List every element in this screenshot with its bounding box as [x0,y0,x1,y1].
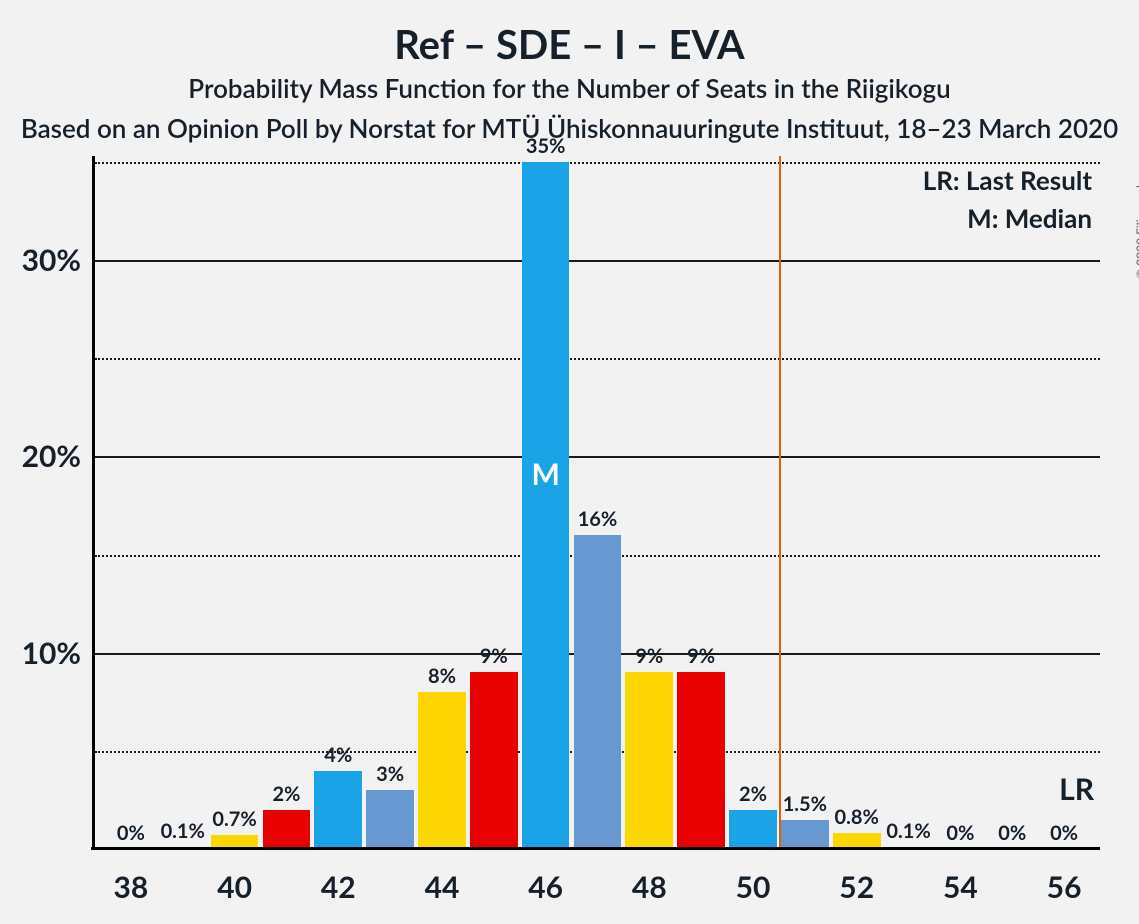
bar [522,162,570,849]
chart-caption: Based on an Opinion Poll by Norstat for … [0,112,1139,144]
gridline-minor [95,358,1100,360]
bar [314,771,362,850]
x-tick-label: 38 [91,869,171,905]
bar-value-label: 4% [324,743,352,767]
x-tick-label: 44 [402,869,482,905]
median-marker: M [522,456,570,492]
bar-value-label: 0.1% [886,819,930,843]
bar [729,810,777,849]
bar-value-label: 0.8% [835,805,879,829]
bar-value-label: 9% [635,644,663,668]
x-tick-label: 46 [506,869,586,905]
bar-value-label: 0% [998,821,1026,845]
chart-page: Ref – SDE – I – EVA Probability Mass Fun… [0,0,1139,924]
bar-value-label: 0.7% [212,807,256,831]
x-tick-label: 52 [817,869,897,905]
last-result-line [779,156,781,849]
bar [366,790,414,849]
bar-value-label: 0% [946,821,974,845]
bar-value-label: 8% [428,664,456,688]
legend-median: M: Median [967,202,1092,234]
legend-lr: LR: Last Result [923,164,1092,196]
bar-value-label: 9% [480,644,508,668]
bar-value-label: 35% [526,134,566,158]
plot-area: 0%0.1%0.7%2%4%3%8%9%35%M16%9%9%2%1.5%0.8… [95,156,1100,849]
gridline-major [95,456,1100,458]
bar [781,820,829,849]
bar-value-label: 2% [739,782,767,806]
gridline-major [95,260,1100,262]
credit-text: © 2020 Filip van Laenen [1133,150,1139,279]
x-tick-label: 40 [195,869,275,905]
y-tick-label: 30% [1,242,81,278]
bar [677,672,725,849]
x-tick-label: 50 [713,869,793,905]
bar [418,692,466,849]
bar-value-label: 16% [578,507,618,531]
y-tick-label: 10% [1,635,81,671]
x-tick-label: 42 [298,869,378,905]
bar [574,535,622,849]
y-axis [92,156,95,850]
bar-value-label: 1.5% [783,792,827,816]
bar [263,810,311,849]
chart-subtitle: Probability Mass Function for the Number… [0,72,1139,104]
bar-value-label: 0% [117,821,145,845]
x-tick-label: 54 [920,869,1000,905]
bar-value-label: 2% [272,782,300,806]
bar [625,672,673,849]
chart-title: Ref – SDE – I – EVA [0,20,1139,68]
bar-value-label: 3% [376,762,404,786]
bar-value-label: 0% [1050,821,1078,845]
bar-value-label: 0.1% [161,819,205,843]
bar-value-label: 9% [687,644,715,668]
last-result-marker: LR [1059,771,1094,807]
x-tick-label: 48 [609,869,689,905]
x-axis [91,847,1100,850]
y-tick-label: 20% [1,438,81,474]
bar [470,672,518,849]
x-tick-label: 56 [1024,869,1104,905]
